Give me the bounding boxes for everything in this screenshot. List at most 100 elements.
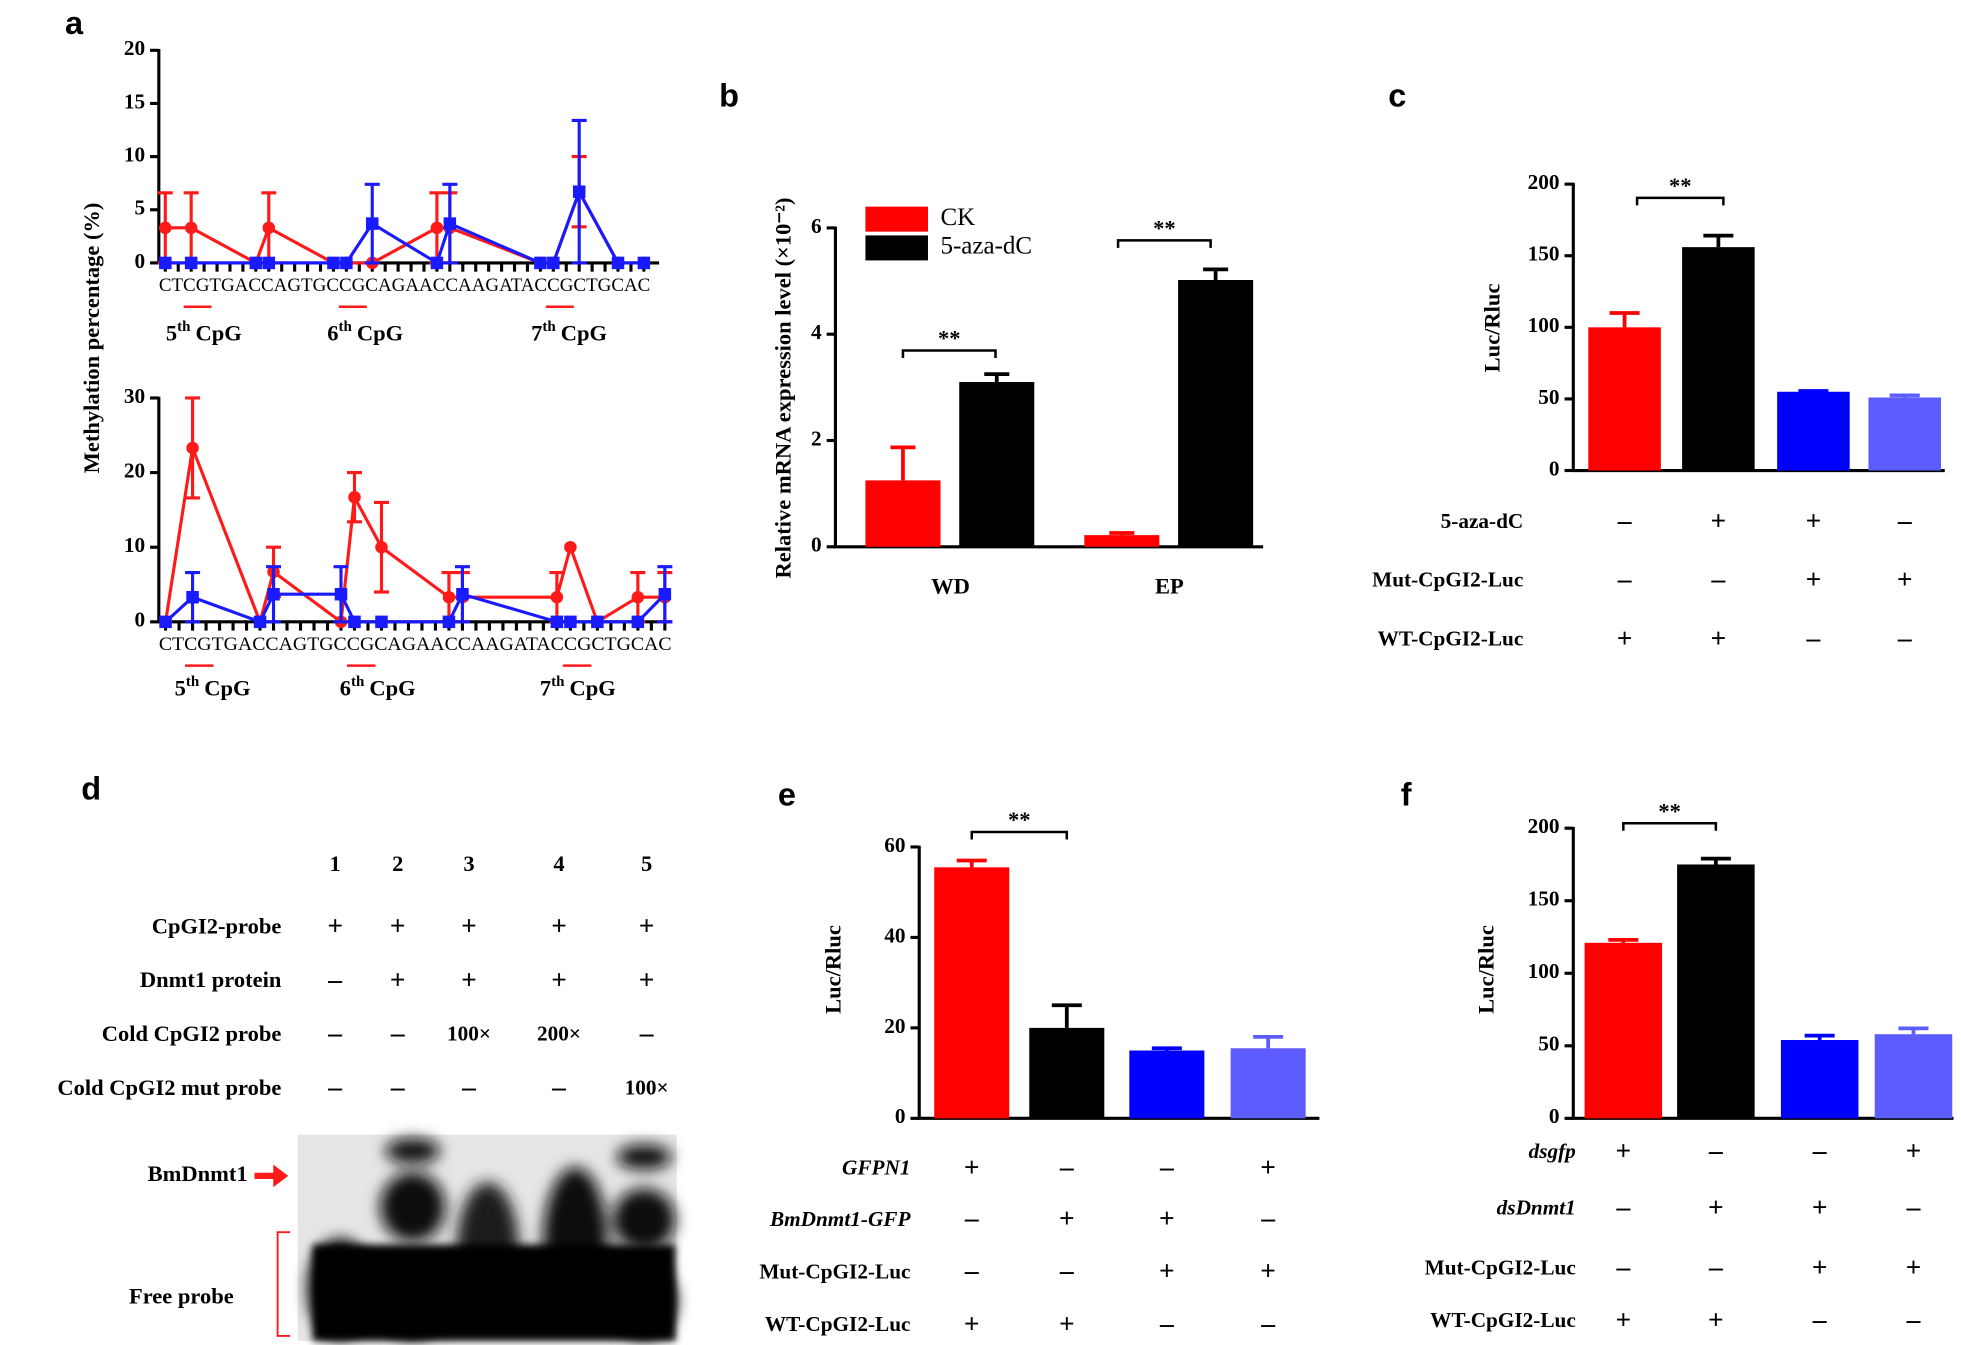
significance-bracket xyxy=(901,349,997,358)
marker xyxy=(611,256,625,270)
marker xyxy=(159,615,172,629)
marker xyxy=(443,217,457,230)
marker xyxy=(375,540,388,554)
significance-bracket xyxy=(1116,239,1212,248)
significance-bracket xyxy=(1622,821,1718,831)
marker xyxy=(249,256,263,270)
row-symbol: – xyxy=(390,1071,405,1102)
row-symbol: + xyxy=(327,910,343,941)
marker xyxy=(365,217,379,230)
y-tick-label: 40 xyxy=(884,923,905,947)
x-tick-label: EP xyxy=(1155,573,1184,598)
marker xyxy=(430,256,444,270)
condition-symbol: + xyxy=(1906,1135,1922,1166)
cpg-superscript: th xyxy=(186,675,200,691)
bar xyxy=(1129,1050,1205,1119)
marker xyxy=(534,256,547,270)
row-symbol: – xyxy=(327,963,342,994)
legend-swatch xyxy=(865,235,928,261)
condition-symbol: – xyxy=(1806,622,1821,653)
condition-label: Mut-CpGI2-Luc xyxy=(1372,568,1523,592)
row-symbol: + xyxy=(639,910,655,941)
error-bar xyxy=(1203,267,1229,280)
bar xyxy=(1230,1048,1306,1119)
marker xyxy=(631,615,645,629)
error-bar xyxy=(1898,1026,1929,1035)
y-tick-label: 4 xyxy=(811,320,822,344)
condition-label: 5-aza-dC xyxy=(1441,509,1524,533)
cpg-text: CpG xyxy=(357,321,403,346)
sequence: CTCGTGACCAGTGCCGCAGAACCAAGATACCGCTGCAC xyxy=(159,634,672,655)
significance-label: ** xyxy=(1008,807,1031,832)
condition-symbol: + xyxy=(1812,1251,1828,1282)
condition-label: WT-CpGI2-Luc xyxy=(1430,1308,1576,1332)
bar xyxy=(1874,1034,1953,1119)
cpg-label: 7th CpG xyxy=(540,675,616,701)
condition-symbol: – xyxy=(1897,622,1912,653)
y-tick-label: 5 xyxy=(134,196,145,220)
y-axis-label: Luc/Rluc xyxy=(1480,284,1505,373)
error-bar xyxy=(1109,531,1135,536)
condition-symbol: + xyxy=(1059,1307,1075,1338)
marker xyxy=(564,615,577,629)
cpg-label: 6th CpG xyxy=(340,675,416,701)
marker xyxy=(547,256,560,270)
marker xyxy=(184,221,198,235)
lane-number: 1 xyxy=(330,851,341,876)
condition-symbol: + xyxy=(1812,1191,1828,1222)
error-bar xyxy=(1889,393,1920,398)
marker xyxy=(262,256,276,270)
error-bar xyxy=(1700,856,1731,865)
marker xyxy=(591,615,604,629)
condition-symbol: + xyxy=(1708,1191,1724,1222)
marker xyxy=(340,256,353,270)
free-probe-bracket xyxy=(276,1231,291,1337)
marker xyxy=(658,587,672,601)
row-symbol: + xyxy=(551,963,567,994)
bar xyxy=(1584,942,1663,1119)
band-label: BmDnmt1 xyxy=(148,1161,248,1186)
cpg-text: CpG xyxy=(561,321,607,346)
error-bar xyxy=(890,445,916,481)
marker xyxy=(253,615,267,629)
row-label: Cold CpGI2 mut probe xyxy=(57,1075,281,1100)
marker xyxy=(375,615,388,629)
condition-label: WT-CpGI2-Luc xyxy=(1378,626,1524,650)
condition-symbol: + xyxy=(1711,622,1727,653)
cpg-number: 6 xyxy=(340,676,351,701)
row-symbol: – xyxy=(327,1071,342,1102)
y-tick-label: 0 xyxy=(1549,1104,1560,1128)
condition-label: Mut-CpGI2-Luc xyxy=(759,1259,910,1283)
row-symbol: + xyxy=(461,910,477,941)
condition-symbol: – xyxy=(1906,1304,1921,1335)
cpg-text: CpG xyxy=(569,676,615,701)
condition-symbol: + xyxy=(1708,1304,1724,1335)
error-bar xyxy=(1151,1046,1182,1051)
y-axis-label: Luc/Rluc xyxy=(1473,925,1498,1014)
panel-label: d xyxy=(81,770,101,806)
sequence: CTCGTGACCAGTGCCGCAGAACCAAGATACCGCTGCAC xyxy=(159,275,651,296)
y-tick-label: 0 xyxy=(134,249,145,273)
bar xyxy=(934,867,1010,1119)
y-tick-label: 0 xyxy=(134,608,145,632)
significance-label: ** xyxy=(1658,798,1681,823)
cpg-number: 5 xyxy=(175,676,186,701)
lane-number: 2 xyxy=(392,851,403,876)
error-bar xyxy=(1703,233,1734,248)
free-probe-label: Free probe xyxy=(129,1284,234,1309)
y-axis-label: Luc/Rluc xyxy=(821,925,846,1014)
cpg-superscript: th xyxy=(339,319,353,335)
lane-number: 3 xyxy=(463,851,474,876)
y-tick-label: 200 xyxy=(1528,170,1560,194)
y-tick-label: 150 xyxy=(1528,887,1560,911)
condition-symbol: + xyxy=(964,1151,980,1182)
marker xyxy=(442,615,456,629)
condition-label: WT-CpGI2-Luc xyxy=(765,1312,911,1336)
gel-image xyxy=(254,1134,677,1341)
condition-symbol: – xyxy=(1615,1191,1630,1222)
y-tick-label: 0 xyxy=(811,533,822,557)
error-bar xyxy=(1253,1035,1284,1049)
bar xyxy=(1029,1027,1105,1119)
condition-symbol: + xyxy=(1260,1255,1276,1286)
y-tick-label: 20 xyxy=(884,1014,905,1038)
